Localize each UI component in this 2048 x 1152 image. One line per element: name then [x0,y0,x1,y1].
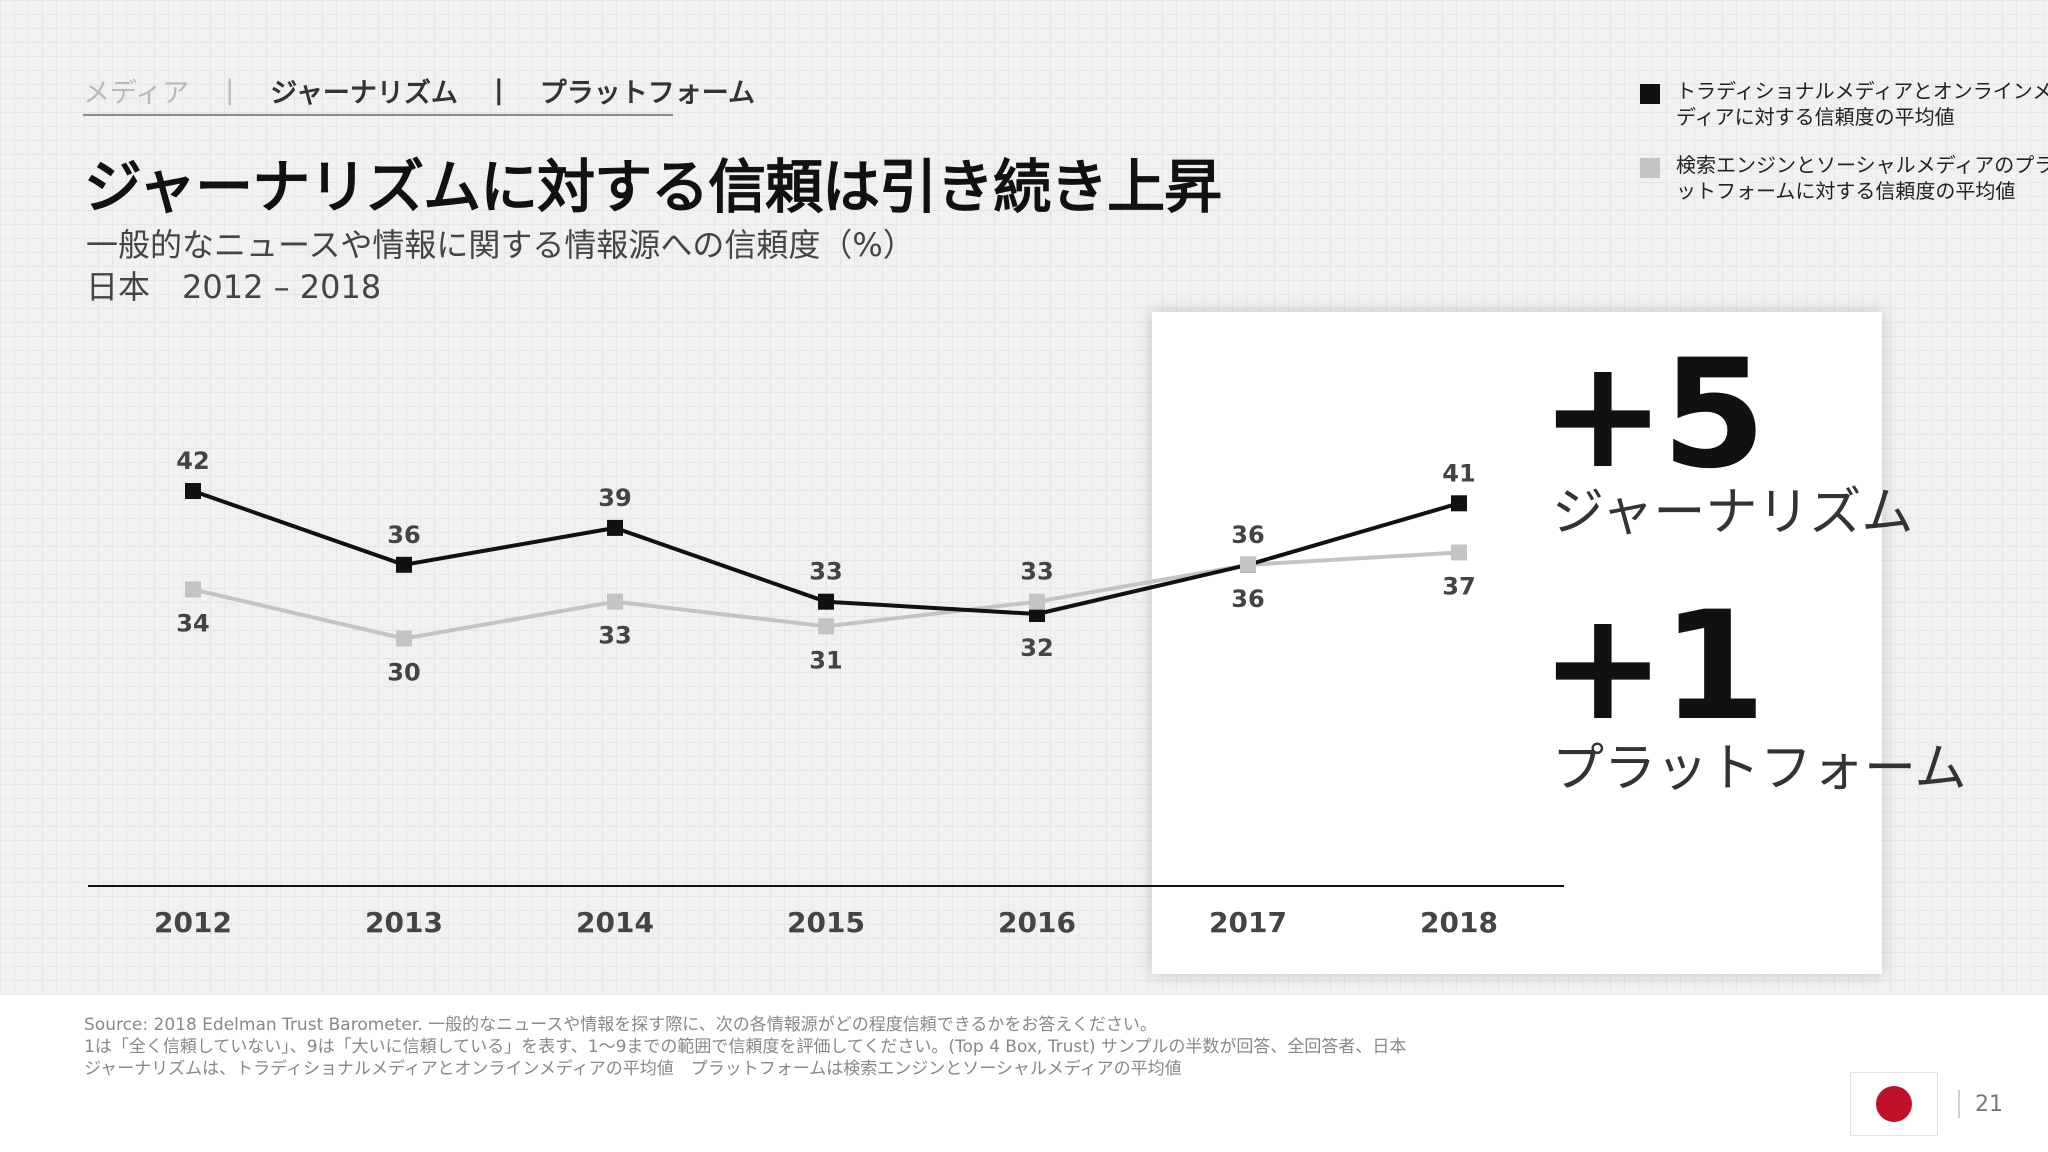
legend-swatch-journalism [1640,84,1660,104]
highlight-panel [1152,312,1882,974]
platform-change-label: プラットフォーム [1552,739,1967,799]
x-tick-label: 2015 [787,906,865,939]
legend-item-journalism: トラディショナルメディアとオンラインメディアに対する信頼度の平均値 [1636,78,2048,130]
data-point-platform [1240,556,1256,573]
x-tick-label: 2013 [365,906,443,939]
data-label-journalism: 41 [1442,459,1475,487]
data-point-platform [1451,544,1467,561]
data-point-platform [396,630,412,647]
data-label-platform: 34 [176,609,209,637]
x-tick-label: 2014 [576,906,654,939]
tab-separator: | [225,74,235,106]
data-point-platform [1029,593,1045,610]
data-point-journalism [396,556,412,573]
data-point-platform [607,593,623,610]
data-label-journalism: 36 [1231,521,1264,549]
data-point-journalism [1029,606,1045,622]
section-tabs: メディア | ジャーナリズム | プラットフォーム [83,66,755,116]
chart-legend: トラディショナルメディアとオンラインメディアに対する信頼度の平均値 検索エンジン… [1636,78,2048,226]
data-label-platform: 31 [809,646,842,674]
footnote-line-3: ジャーナリズムは、トラディショナルメディアとオンラインメディアの平均値 プラット… [84,1059,1182,1079]
x-tick-label: 2018 [1420,906,1498,939]
tab-journalism[interactable]: ジャーナリズム [270,77,458,109]
data-label-platform: 30 [387,659,420,687]
journalism-change-label: ジャーナリズム [1552,483,1914,543]
subtitle-scope: 日本 2012 – 2018 [86,268,382,306]
x-tick-label: 2012 [154,906,232,939]
data-point-journalism [1451,495,1467,512]
x-tick-label: 2016 [998,906,1076,939]
page-number-divider [1958,1090,1960,1118]
data-label-platform: 36 [1231,585,1264,613]
data-point-platform [185,581,201,598]
legend-label-journalism: トラディショナルメディアとオンラインメディアに対する信頼度の平均値 [1676,79,2048,129]
journalism-change-value: +5 [1540,328,1766,502]
slide-subtitle: 一般的なニュースや情報に関する情報源への信頼度（%） 日本 2012 – 201… [86,224,915,308]
data-label-journalism: 39 [598,484,631,512]
data-point-journalism [607,519,623,536]
legend-label-platform: 検索エンジンとソーシャルメディアのプラットフォームに対する信頼度の平均値 [1676,153,2048,203]
slide-title: ジャーナリズムに対する信頼は引き続き上昇 [84,153,1222,221]
legend-item-platform: 検索エンジンとソーシャルメディアのプラットフォームに対する信頼度の平均値 [1636,152,2048,204]
page-number: 21 [1975,1092,2003,1117]
series-layer: 42 36 39 33 32 36 41 34 30 33 31 33 36 37 [176,447,1475,687]
footnote-line-1: Source: 2018 Edelman Trust Barometer. 一般… [84,1015,1157,1035]
data-point-journalism [185,483,201,499]
data-label-journalism: 36 [387,521,420,549]
data-point-platform [818,618,834,635]
tab-platform[interactable]: プラットフォーム [539,77,755,109]
data-label-journalism: 32 [1020,634,1053,662]
trust-line-chart: 2012 2013 2014 2015 2016 2017 2018 42 36 39 33 32 3… [88,447,1564,939]
flag-sun-circle [1876,1086,1912,1122]
data-label-platform: 33 [1020,558,1053,586]
data-point-journalism [818,593,834,610]
source-footnote: Source: 2018 Edelman Trust Barometer. 一般… [84,1014,1406,1080]
x-axis-tick-labels: 2012 2013 2014 2015 2016 2017 2018 [154,906,1498,939]
data-label-platform: 37 [1442,573,1475,601]
data-label-platform: 33 [598,622,631,650]
japan-flag-icon [1850,1072,1938,1136]
footnote-line-2: 1は「全く信頼していない」、9は「大いに信頼している」を表す、1〜9までの範囲で… [84,1037,1407,1057]
data-label-journalism: 42 [176,447,209,475]
legend-swatch-platform [1640,158,1660,178]
subtitle-measure: 一般的なニュースや情報に関する情報源への信頼度（%） [86,226,915,264]
tab-separator: | [493,74,504,106]
tab-media[interactable]: メディア [83,77,190,109]
platform-change-value: +1 [1540,580,1766,754]
data-label-journalism: 33 [809,558,842,586]
x-tick-label: 2017 [1209,906,1287,939]
